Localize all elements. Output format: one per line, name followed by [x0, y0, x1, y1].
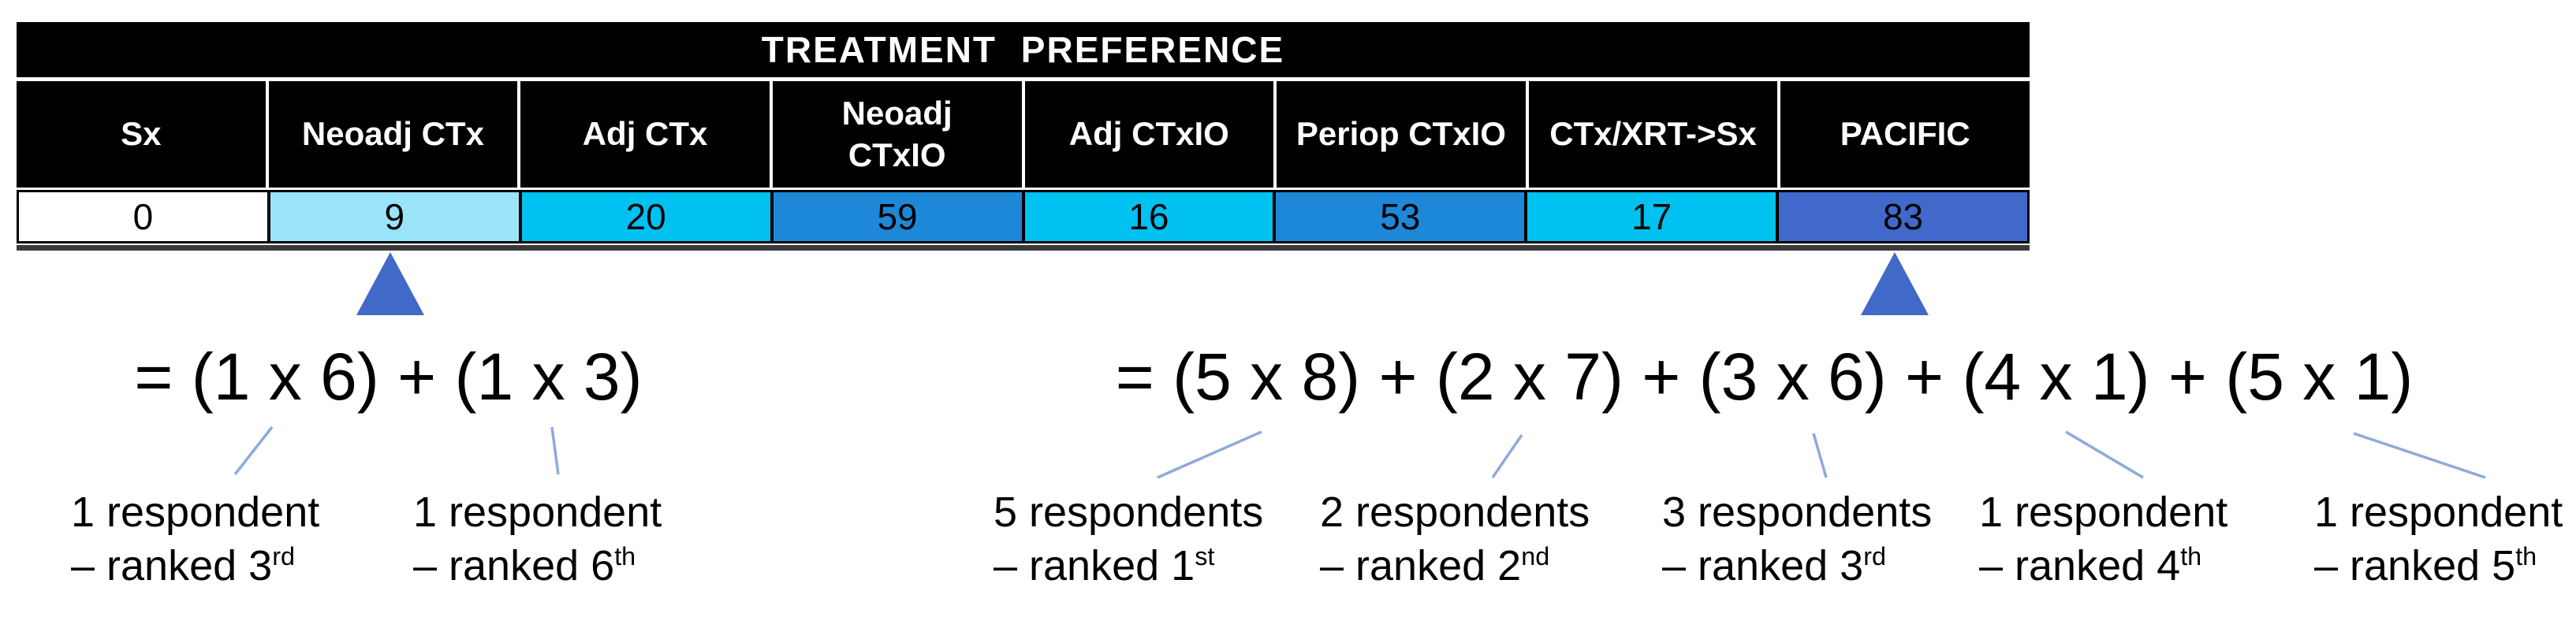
respondent-count: 1 respondent — [1979, 489, 2228, 536]
rank-ordinal-suffix: th — [614, 542, 636, 571]
respondent-rank: – ranked 3 — [71, 542, 273, 589]
pacific-score-formula: = (5 x 8) + (2 x 7) + (3 x 6) + (4 x 1) … — [1115, 340, 2414, 414]
respondent-label: 1 respondent – ranked 5th — [2314, 485, 2563, 593]
respondent-rank: – ranked 1 — [993, 542, 1195, 589]
rank-ordinal-suffix: rd — [272, 542, 295, 571]
rank-ordinal-suffix: st — [1195, 542, 1215, 571]
connector-line — [1812, 433, 1828, 478]
header-cell-sx: Sx — [17, 81, 266, 188]
score-cell-adj-ctxio: 16 — [1021, 192, 1273, 241]
respondent-label: 3 respondents – ranked 3rd — [1662, 485, 1932, 593]
respondent-label: 5 respondents – ranked 1st — [993, 485, 1263, 593]
header-cell-pacific: PACIFIC — [1780, 81, 2030, 188]
table-value-row: 0 9 20 59 16 53 17 83 — [17, 190, 2030, 243]
respondent-count: 5 respondents — [993, 489, 1264, 536]
table-header-row: Sx Neoadj CTx Adj CTx Neoadj CTxIO Adj C… — [17, 81, 2030, 188]
header-cell-periop-ctxio: Periop CTxIO — [1277, 81, 1526, 188]
respondent-count: 1 respondent — [71, 489, 320, 536]
respondent-label: 1 respondent – ranked 4th — [1979, 485, 2227, 593]
up-arrow-icon — [1861, 252, 1929, 315]
respondent-label: 2 respondents – ranked 2nd — [1320, 485, 1590, 593]
score-cell-pacific: 83 — [1776, 192, 2027, 241]
neoadj-ctx-score-formula: = (1 x 6) + (1 x 3) — [134, 340, 643, 414]
score-cell-ctx-xrt-sx: 17 — [1524, 192, 1776, 241]
connector-line — [2353, 432, 2486, 479]
header-cell-adj-ctxio: Adj CTxIO — [1024, 81, 1274, 188]
respondent-count: 1 respondent — [413, 489, 662, 536]
score-cell-periop-ctxio: 53 — [1273, 192, 1525, 241]
up-arrow-icon — [356, 252, 424, 315]
respondent-rank: – ranked 3 — [1662, 542, 1864, 589]
connector-line — [1157, 430, 1262, 479]
respondent-rank: – ranked 6 — [413, 542, 615, 589]
connector-line — [550, 426, 560, 475]
connector-line — [1491, 434, 1523, 478]
table-drop-shadow — [17, 245, 2030, 251]
respondent-count: 2 respondents — [1320, 489, 1590, 536]
respondent-label: 1 respondent – ranked 3rd — [71, 485, 319, 593]
header-cell-neoadj-ctx: Neoadj CTx — [268, 81, 518, 188]
respondent-rank: – ranked 5 — [2314, 542, 2516, 589]
rank-ordinal-suffix: th — [2515, 542, 2537, 571]
treatment-preference-table: TREATMENT PREFERENCE Sx Neoadj CTx Adj C… — [17, 22, 2030, 251]
score-cell-neoadj-ctx: 9 — [267, 192, 519, 241]
connector-line — [233, 426, 274, 476]
respondent-rank: – ranked 4 — [1979, 542, 2181, 589]
table-title: TREATMENT PREFERENCE — [17, 22, 2030, 77]
score-cell-sx: 0 — [19, 192, 267, 241]
connector-line — [2065, 430, 2144, 479]
score-cell-neoadj-ctxio: 59 — [770, 192, 1022, 241]
rank-ordinal-suffix: rd — [1863, 542, 1886, 571]
rank-ordinal-suffix: nd — [1521, 542, 1550, 571]
header-cell-adj-ctx: Adj CTx — [520, 81, 770, 188]
respondent-count: 3 respondents — [1662, 489, 1933, 536]
header-cell-neoadj-ctxio: Neoadj CTxIO — [772, 81, 1022, 188]
score-cell-adj-ctx: 20 — [518, 192, 770, 241]
respondent-rank: – ranked 2 — [1320, 542, 1522, 589]
respondent-label: 1 respondent – ranked 6th — [413, 485, 662, 593]
rank-ordinal-suffix: th — [2180, 542, 2202, 571]
header-cell-ctx-xrt-sx: CTx/XRT->Sx — [1528, 81, 1778, 188]
respondent-count: 1 respondent — [2314, 489, 2563, 536]
